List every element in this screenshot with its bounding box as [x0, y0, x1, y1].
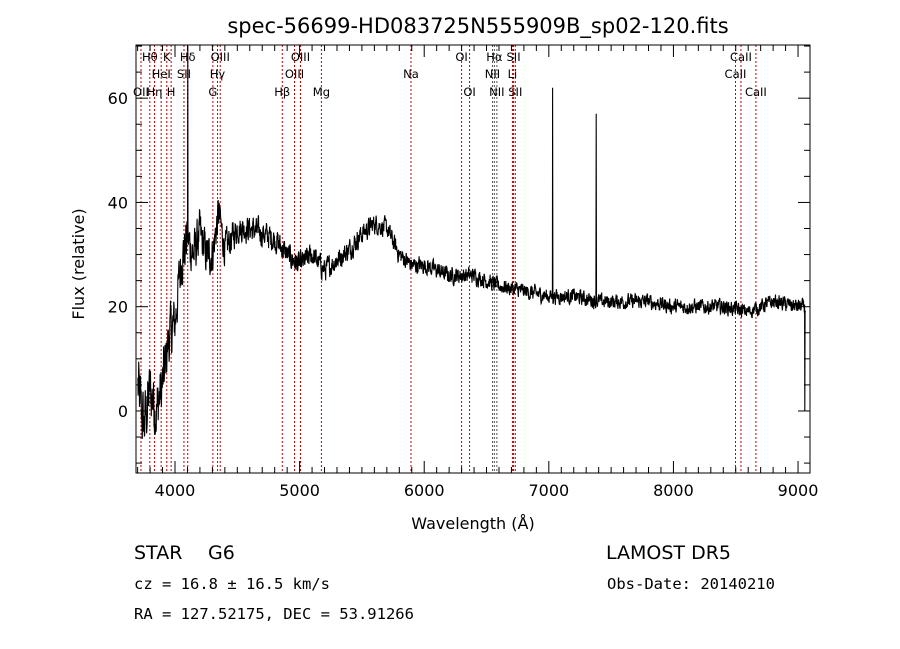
spectral-line-label: Hθ [142, 50, 158, 64]
spectral-line-label: CaII [745, 85, 767, 99]
spectral-line-label: G [208, 85, 217, 99]
y-tick-label: 40 [108, 193, 128, 212]
object-class: STAR [134, 542, 182, 564]
spectral-line-label: OIII [285, 67, 304, 81]
y-axis-label: Flux (relative) [69, 208, 88, 319]
chart-title: spec-56699-HD083725N555909B_sp02-120.fit… [227, 14, 728, 39]
spectral-line-label: OI [463, 85, 475, 99]
spectral-line-label: K [163, 50, 171, 64]
spectral-line-label: OIII [291, 50, 310, 64]
x-tick-label: 7000 [528, 481, 569, 500]
spectral-line-label: SII [508, 85, 522, 99]
spectral-line-label: Hβ [274, 85, 290, 99]
y-tick-label: 20 [108, 298, 128, 317]
spectral-line-label: H [167, 85, 176, 99]
x-axis-label: Wavelength (Å) [411, 514, 534, 533]
plot-frame [135, 44, 811, 474]
spectral-line-label: Hγ [210, 67, 226, 81]
spectral-line-label: Na [403, 67, 419, 81]
x-tick-label: 9000 [778, 481, 819, 500]
spectral-line-label: OI [455, 50, 467, 64]
x-tick-label: 6000 [404, 481, 445, 500]
obs-date: Obs-Date: 20140210 [607, 575, 775, 593]
spectral-line-label: SII [507, 50, 521, 64]
spectrum-line [137, 45, 806, 439]
spectral-line-label: OII [133, 85, 149, 99]
redshift-cz: cz = 16.8 ± 16.5 km/s [134, 575, 330, 593]
object-subclass: G6 [208, 542, 235, 564]
x-tick-label: 4000 [155, 481, 196, 500]
spectral-line-label: HeI [152, 67, 171, 81]
survey-release: LAMOST DR5 [606, 542, 731, 564]
spectral-line-label: Li [508, 67, 518, 81]
spectral-line-label: NII [485, 67, 500, 81]
x-tick-label: 8000 [653, 481, 694, 500]
y-tick-label: 60 [108, 89, 128, 108]
spectral-line-label: OIII [211, 50, 230, 64]
spectral-line-label: CaII [725, 67, 747, 81]
spectral-line-label: NII [489, 85, 504, 99]
spectral-line-label: Hα [486, 50, 503, 64]
ra-dec: RA = 127.52175, DEC = 53.91266 [134, 605, 414, 623]
x-tick-label: 5000 [279, 481, 320, 500]
spectral-line-label: SII [177, 67, 191, 81]
spectral-line-label: Hη [146, 85, 162, 99]
y-tick-label: 0 [118, 402, 128, 421]
spectral-line-label: CaII [730, 50, 752, 64]
spectral-line-label: Mg [313, 85, 330, 99]
